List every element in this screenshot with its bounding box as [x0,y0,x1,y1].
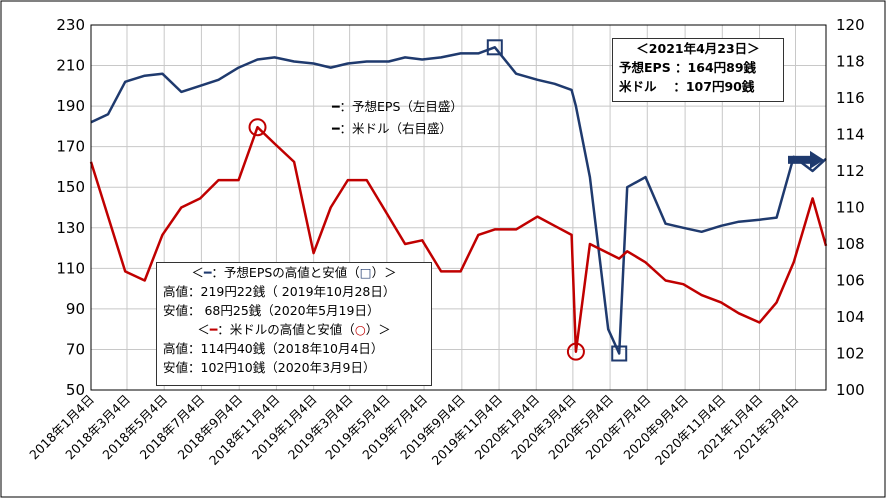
plot-border [90,24,827,391]
eps-header-prefix: ＜ [191,265,204,280]
usd-header-text: ：米ドルの高値と安値（ [217,322,355,337]
eps-header-line: ━ [203,265,212,280]
eps-header-text: ：予想EPSの高値と安値（ [211,265,360,280]
y-left-tick-label: 230 [56,16,85,34]
latest-arrow-head [810,150,824,169]
series-line-usd [89,125,828,353]
y-left-tick-label: 70 [66,340,85,358]
series-line-eps [90,46,827,355]
eps-low-marker [611,345,628,362]
y-left-tick-label: 110 [56,259,85,277]
y-left-tick-label: 190 [56,97,85,115]
usd-low-text: 安値：102円10銭（2020年3月9日） [163,360,376,375]
usd-high-marker [248,118,267,137]
chart-legend: ━：予想EPS（左目盛） ━：米ドル（右目盛） [332,96,463,140]
eps-high-marker [486,39,503,56]
usd-high-text: 高値：114円40銭（2018年10月4日） [163,341,384,356]
legend-label-eps: ━：予想EPS（左目盛） [332,99,463,114]
eps-high-text: 高値：219円22銭（ 2019年10月28日） [163,284,396,299]
eps-low-text: 安値： 68円25銭（2020年5月19日） [163,303,380,318]
legend-label-usd: ━：米ドル（右目盛） [332,121,453,136]
usd-low-marker [566,342,585,361]
y-right-tick-label: 112 [836,162,865,180]
usd-header-circle: ○ [354,322,366,337]
usd-header-prefix: ＜ [197,322,210,337]
y-left-tick-label: 90 [66,300,85,318]
latest-arrow-shaft [788,155,810,164]
annotation-latest-title: ＜2021年4月23日＞ [636,41,760,56]
y-right-tick-label: 108 [836,235,865,253]
usd-header-line: ━ [209,322,218,337]
y-right-tick-label: 110 [836,199,865,217]
usd-header-suffix: ）＞ [365,322,391,337]
usd-high-low-header: ＜━：米ドルの高値と安値（○）＞ [163,320,425,339]
eps-header-box: □ [359,265,372,280]
eps-header-suffix: ）＞ [371,265,397,280]
y-right-tick-label: 100 [836,381,865,399]
annotation-latest: ＜2021年4月23日＞ 予想EPS ：164円89銭 米ドル ：107円90銭 [612,38,784,102]
y-left-tick-label: 150 [56,178,85,196]
legend-item-eps: ━：予想EPS（左目盛） [332,96,463,118]
y-right-tick-label: 104 [836,308,865,326]
y-left-tick-label: 210 [56,57,85,75]
y-right-tick-label: 120 [836,16,865,34]
y-right-tick-label: 102 [836,345,865,363]
annotation-high-low: ＜━：予想EPSの高値と安値（□）＞ 高値：219円22銭（ 2019年10月2… [156,262,432,386]
y-right-tick-label: 118 [836,53,865,71]
legend-item-usd: ━：米ドル（右目盛） [332,118,463,140]
y-left-tick-label: 50 [66,381,85,399]
y-right-tick-label: 106 [836,272,865,290]
annotation-latest-usd: 米ドル ：107円90銭 [619,79,755,94]
annotation-latest-eps: 予想EPS ：164円89銭 [619,60,757,75]
y-left-tick-label: 170 [56,138,85,156]
y-right-tick-label: 114 [836,126,865,144]
eps-high-low-header: ＜━：予想EPSの高値と安値（□）＞ [163,263,425,282]
y-right-tick-label: 116 [836,89,865,107]
y-left-tick-label: 130 [56,219,85,237]
